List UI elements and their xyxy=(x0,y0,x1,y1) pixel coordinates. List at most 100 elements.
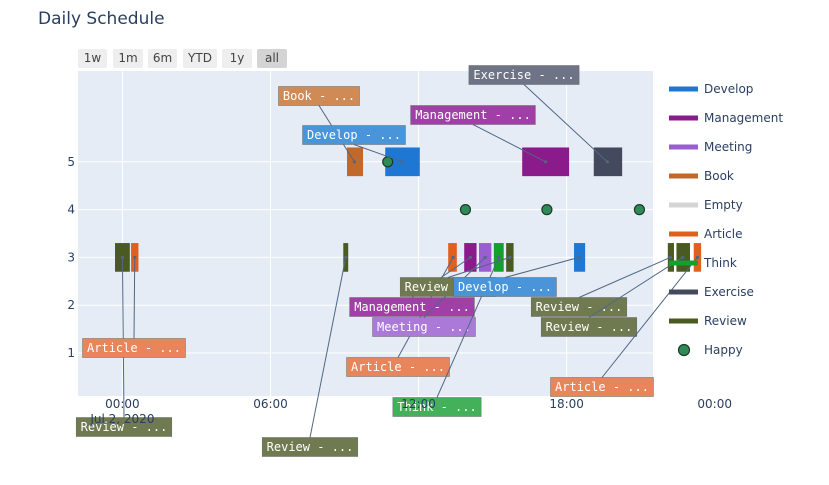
annotation-box-article xyxy=(82,338,186,358)
annotation-label: Develop - ... xyxy=(458,280,552,294)
legend-swatch xyxy=(677,343,691,357)
annotation-arrowhead xyxy=(668,255,672,259)
annotation-box-review xyxy=(75,417,173,437)
y-tick-label: 4 xyxy=(67,203,75,217)
annotation-label: Review - ... xyxy=(81,420,168,434)
legend-label: Review xyxy=(704,314,747,328)
legend-item-book[interactable]: Book xyxy=(669,169,734,183)
annotation-arrow xyxy=(472,124,546,163)
legend-label: Exercise xyxy=(704,285,754,299)
legend-label: Empty xyxy=(704,198,743,212)
legend-label: Article xyxy=(704,227,743,241)
annotation-box-article xyxy=(346,357,450,377)
annotation-arrowhead xyxy=(451,255,455,259)
annotation-arrow xyxy=(121,257,125,418)
annotation-box-review xyxy=(261,437,359,457)
annotation-label: Exercise - ... xyxy=(473,68,574,82)
legend-item-think[interactable]: Think xyxy=(669,256,737,270)
annotation-arrowhead xyxy=(508,255,512,259)
range-button-ytd[interactable]: YTD xyxy=(183,49,217,68)
annotation-arrowhead xyxy=(605,160,609,164)
y-tick-label: 1 xyxy=(67,346,75,360)
legend-label: Develop xyxy=(704,82,753,96)
x-tick-label: 00:00 xyxy=(105,397,140,411)
happy-point xyxy=(541,204,553,216)
range-button-all[interactable]: all xyxy=(257,49,287,68)
range-button-1w[interactable]: 1w xyxy=(78,49,107,68)
annotation-box-management xyxy=(410,105,536,125)
annotation-arrow xyxy=(588,256,683,318)
legend-item-review[interactable]: Review xyxy=(669,314,747,328)
annotation-arrowhead xyxy=(544,160,548,164)
annotation-arrow xyxy=(309,257,347,438)
annotation-label: Article - ... xyxy=(351,360,445,374)
legend-item-develop[interactable]: Develop xyxy=(669,82,753,96)
legend-item-management[interactable]: Management xyxy=(669,111,783,125)
annotation-box-meeting xyxy=(372,317,476,337)
x-tick-sublabel: Jul 2, 2020 xyxy=(89,412,154,426)
annotation-label: Think - ... xyxy=(397,400,476,414)
annotation-arrow xyxy=(353,144,403,163)
y-tick-label: 2 xyxy=(67,298,75,312)
annotation-label: Management - ... xyxy=(354,300,470,314)
annotation-arrow xyxy=(578,256,671,298)
legend-item-exercise[interactable]: Exercise xyxy=(669,285,754,299)
range-button-1m[interactable]: 1m xyxy=(113,49,143,68)
y-tick-label: 5 xyxy=(67,155,75,169)
annotation-box-develop xyxy=(302,125,406,145)
annotation-arrowhead xyxy=(577,255,581,259)
annotation-box-think xyxy=(392,397,482,417)
annotation-arrowhead xyxy=(497,255,501,259)
annotation-label: Review - ... xyxy=(546,320,633,334)
legend-item-meeting[interactable]: Meeting xyxy=(669,140,752,154)
annotation-label: Book - ... xyxy=(283,89,355,103)
legend-label: Book xyxy=(704,169,734,183)
range-button-1y[interactable]: 1y xyxy=(222,49,252,68)
x-tick-label: 12:00 xyxy=(401,397,436,411)
x-tick-label: 06:00 xyxy=(253,397,288,411)
happy-point xyxy=(633,204,646,216)
annotation-label: Meeting - ... xyxy=(377,320,471,334)
x-tick-label: 00:00 xyxy=(697,397,732,411)
annotation-label: Article - ... xyxy=(87,341,181,355)
annotation-label: Article - ... xyxy=(555,380,649,394)
annotation-arrowhead xyxy=(344,255,348,259)
annotation-arrowhead xyxy=(468,255,472,259)
annotation-box-review xyxy=(530,297,628,317)
chart-title: Daily Schedule xyxy=(38,9,165,29)
annotation-box-develop xyxy=(453,277,557,297)
annotation-arrowhead xyxy=(400,160,405,164)
annotation-arrow xyxy=(504,256,580,278)
annotation-box-review xyxy=(540,317,638,337)
annotation-arrowhead xyxy=(133,255,137,259)
x-tick-label: 18:00 xyxy=(549,397,584,411)
happy-point xyxy=(459,204,472,216)
y-tick-label: 3 xyxy=(67,250,75,264)
legend-item-article[interactable]: Article xyxy=(669,227,743,241)
annotation-arrow xyxy=(447,256,511,278)
legend-item-empty[interactable]: Empty xyxy=(669,198,743,212)
legend-label: Think xyxy=(703,256,737,270)
annotation-arrow xyxy=(601,257,698,378)
annotation-label: Develop - ... xyxy=(307,128,401,142)
annotation-arrowhead xyxy=(352,160,356,164)
happy-point xyxy=(382,156,394,168)
annotation-box-book xyxy=(278,86,360,106)
legend-label: Meeting xyxy=(704,140,752,154)
annotation-arrowhead xyxy=(695,255,700,259)
range-button-6m[interactable]: 6m xyxy=(148,49,177,68)
legend-label: Management xyxy=(704,111,783,125)
legend-label: Happy xyxy=(704,343,743,357)
annotation-box-exercise xyxy=(468,65,580,85)
annotation-arrowhead xyxy=(483,255,487,259)
annotation-label: Review - ... xyxy=(536,300,623,314)
annotation-label: Review - ... xyxy=(267,440,354,454)
annotation-arrow xyxy=(523,84,608,163)
legend-item-happy[interactable]: Happy xyxy=(677,343,743,357)
annotation-arrowhead xyxy=(681,255,685,259)
annotation-arrow xyxy=(133,257,136,339)
annotation-label: Management - ... xyxy=(415,108,531,122)
annotation-arrowhead xyxy=(120,255,125,259)
annotation-box-article xyxy=(550,377,654,397)
